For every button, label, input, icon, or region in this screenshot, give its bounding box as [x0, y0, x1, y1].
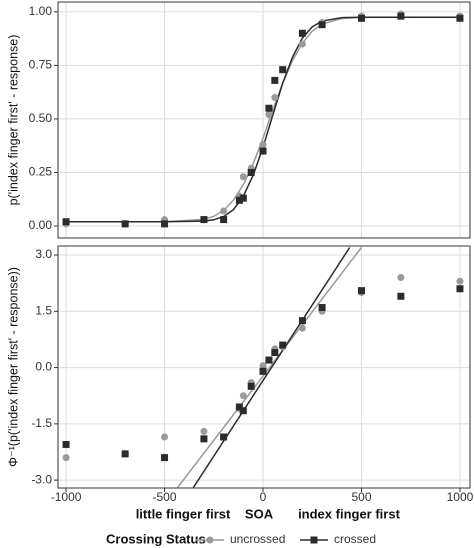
- legend-label: uncrossed: [230, 532, 285, 546]
- data-point: [298, 324, 306, 332]
- data-point: [239, 407, 247, 415]
- data-point: [265, 104, 273, 112]
- x-axis-title-right: index finger first: [298, 506, 401, 521]
- y-tick-label: -3.0: [31, 472, 52, 486]
- x-tick-label: 0: [260, 490, 267, 504]
- data-point: [121, 450, 129, 458]
- y-axis-title: p('index finger first' - response): [6, 35, 20, 206]
- x-tick-label: -1000: [51, 490, 82, 504]
- data-point: [318, 21, 326, 29]
- data-point: [62, 440, 70, 448]
- data-point: [298, 40, 306, 48]
- x-axis-title: SOA: [245, 506, 274, 521]
- y-tick-label: -1.5: [31, 416, 52, 430]
- data-point: [62, 218, 70, 226]
- legend-marker: [206, 536, 214, 544]
- data-point: [271, 94, 279, 102]
- y-tick-label: 1.5: [35, 303, 52, 317]
- data-point: [271, 76, 279, 84]
- legend-marker: [310, 536, 318, 544]
- data-point: [298, 317, 306, 325]
- plot-background: [58, 2, 470, 238]
- data-point: [62, 454, 70, 462]
- data-point: [239, 194, 247, 202]
- data-point: [456, 285, 464, 293]
- y-tick-label: 1.00: [29, 4, 53, 18]
- y-tick-label: 3.0: [35, 247, 52, 261]
- data-point: [259, 147, 267, 155]
- data-point: [397, 274, 405, 282]
- data-point: [265, 111, 273, 119]
- plot-layer: [176, 247, 363, 488]
- data-point: [279, 341, 287, 349]
- data-point: [235, 403, 243, 411]
- fit-line: [66, 16, 460, 223]
- panel-border: [57, 245, 471, 489]
- fit-line: [176, 247, 363, 488]
- data-point: [121, 220, 129, 228]
- data-point: [239, 173, 247, 181]
- y-axis-title: Φ⁻¹(p('index finger first' - response)): [6, 267, 20, 467]
- legend-label: crossed: [334, 532, 376, 546]
- data-point: [161, 433, 169, 441]
- data-point: [239, 392, 247, 400]
- data-point: [265, 356, 273, 364]
- x-tick-label: 1000: [447, 490, 474, 504]
- data-point: [161, 220, 169, 228]
- data-point: [298, 29, 306, 37]
- data-point: [161, 454, 169, 462]
- data-point: [456, 277, 464, 285]
- data-point: [397, 292, 405, 300]
- panel-border: [57, 1, 471, 239]
- y-tick-label: 0.75: [29, 58, 53, 72]
- data-point: [259, 362, 267, 370]
- data-point: [200, 216, 208, 224]
- legend-title: Crossing Status: [106, 531, 206, 546]
- data-point: [397, 12, 405, 20]
- data-point: [200, 435, 208, 443]
- x-tick-label: -500: [153, 490, 177, 504]
- data-point: [220, 207, 228, 215]
- x-axis-title-left: little finger first: [136, 506, 231, 521]
- data-point: [259, 141, 267, 149]
- data-point: [318, 304, 326, 312]
- y-tick-label: 0.25: [29, 165, 53, 179]
- x-tick-label: 500: [351, 490, 371, 504]
- data-point: [259, 367, 267, 375]
- fit-line: [192, 247, 351, 488]
- data-point: [235, 196, 243, 204]
- data-point: [279, 66, 287, 74]
- data-point: [247, 382, 255, 390]
- data-point: [200, 427, 208, 435]
- data-point: [271, 349, 279, 357]
- data-point: [247, 168, 255, 176]
- y-tick-label: 0.0: [35, 360, 52, 374]
- data-point: [357, 14, 365, 22]
- data-point: [220, 433, 228, 441]
- y-tick-label: 0.50: [29, 111, 53, 125]
- y-tick-label: 0.00: [29, 218, 53, 232]
- data-point: [357, 287, 365, 295]
- data-point: [220, 216, 228, 224]
- data-point: [456, 14, 464, 22]
